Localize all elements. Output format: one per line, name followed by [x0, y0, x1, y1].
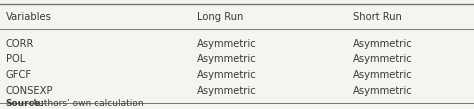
- Text: Asymmetric: Asymmetric: [197, 86, 256, 96]
- Text: Variables: Variables: [6, 12, 52, 22]
- Text: Authors’ own calculation: Authors’ own calculation: [29, 99, 144, 108]
- Text: Source:: Source:: [6, 99, 45, 108]
- Text: Asymmetric: Asymmetric: [197, 54, 256, 64]
- Text: Asymmetric: Asymmetric: [197, 70, 256, 80]
- Text: Asymmetric: Asymmetric: [353, 86, 413, 96]
- Text: Short Run: Short Run: [353, 12, 402, 22]
- Text: Asymmetric: Asymmetric: [197, 39, 256, 49]
- Text: CORR: CORR: [6, 39, 34, 49]
- Text: Asymmetric: Asymmetric: [353, 70, 413, 80]
- Text: Asymmetric: Asymmetric: [353, 39, 413, 49]
- Text: CONSEXP: CONSEXP: [6, 86, 53, 96]
- Text: Asymmetric: Asymmetric: [353, 54, 413, 64]
- Text: Long Run: Long Run: [197, 12, 243, 22]
- Text: POL: POL: [6, 54, 25, 64]
- Text: GFCF: GFCF: [6, 70, 32, 80]
